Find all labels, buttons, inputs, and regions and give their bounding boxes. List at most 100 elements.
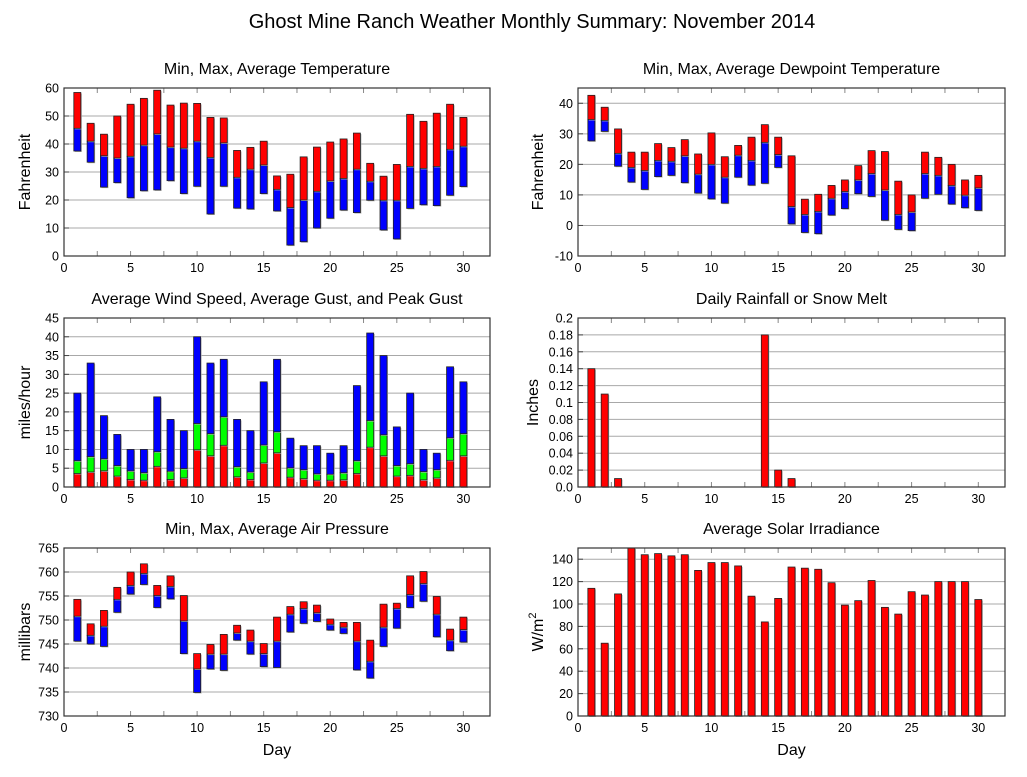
bar-segment-day-10-series-0	[707, 562, 716, 717]
bar-segment-day-4-series-0	[113, 475, 122, 488]
bar-segment-day-21-series-0	[854, 600, 863, 717]
bar-segment-day-10-series-2	[193, 336, 202, 424]
bar-segment-day-14-series-2	[246, 146, 255, 170]
y-tick-label: 730	[38, 710, 59, 724]
bar-segment-day-27-series-1	[934, 174, 943, 195]
bar-segment-day-18-series-1	[299, 469, 308, 480]
x-tick-label: 20	[323, 492, 337, 506]
bar-segment-day-16-series-2	[787, 155, 796, 207]
bar-segment-day-22-series-2	[352, 622, 361, 642]
x-tick-label: 15	[771, 721, 785, 735]
bar-segment-day-8-series-2	[166, 418, 175, 472]
bar-segment-day-15-series-2	[259, 643, 268, 655]
bar-segment-day-26-series-2	[921, 151, 929, 174]
bar-segment-day-22-series-0	[352, 473, 361, 488]
bar-segment-day-14-series-0	[760, 334, 769, 488]
y-tick-label: 0.18	[549, 328, 573, 342]
y-tick-label: 0.12	[549, 379, 573, 393]
bar-segment-day-10-series-2	[193, 653, 202, 670]
bar-segment-day-4-series-2	[113, 115, 122, 159]
bar-segment-day-11-series-2	[720, 156, 729, 178]
bar-segment-day-5-series-2	[126, 449, 135, 472]
y-tick-label: 0	[52, 481, 59, 495]
y-tick-label: 10	[45, 222, 59, 236]
bar-segment-day-26-series-1	[406, 594, 415, 608]
y-tick-label: 745	[38, 638, 59, 652]
bar-segment-day-26-series-0	[921, 594, 929, 717]
bar-segment-day-25-series-2	[907, 194, 916, 213]
plot-frame	[63, 317, 491, 488]
x-tick-label: 15	[771, 492, 785, 506]
bar-segment-day-13-series-0	[747, 595, 756, 717]
bar-segment-day-27-series-2	[934, 156, 943, 176]
y-tick-label: 10	[559, 188, 573, 202]
bar-segment-day-10-series-1	[193, 668, 202, 693]
bar-segment-day-16-series-0	[787, 566, 796, 717]
bar-segment-day-18-series-1	[299, 199, 308, 243]
bar-segment-day-29-series-1	[446, 148, 454, 196]
panel-title: Average Wind Speed, Average Gust, and Pe…	[91, 291, 463, 308]
x-tick-label: 0	[575, 261, 582, 275]
y-axis-label: Inches	[525, 379, 542, 426]
bar-segment-day-4-series-1	[113, 465, 122, 477]
bar-segment-day-2-series-2	[86, 362, 95, 457]
bar-segment-day-4-series-1	[113, 598, 122, 613]
bar-segment-day-15-series-0	[774, 598, 783, 717]
bar-segment-day-12-series-2	[734, 145, 743, 156]
bar-segment-day-23-series-1	[366, 420, 375, 448]
bar-segment-day-25-series-2	[392, 602, 401, 609]
bar-segment-day-1-series-2	[73, 598, 82, 617]
bar-segment-day-27-series-1	[419, 583, 428, 602]
bar-segment-day-24-series-0	[894, 613, 903, 717]
bar-segment-day-22-series-2	[352, 385, 361, 462]
bar-segment-day-30-series-1	[459, 145, 468, 187]
y-tick-label: -10	[555, 250, 573, 264]
bar-segment-day-24-series-0	[379, 455, 388, 488]
plot-frame	[577, 317, 1006, 488]
bar-segment-day-2-series-2	[86, 122, 95, 142]
y-tick-label: 60	[559, 642, 573, 656]
bar-segment-day-24-series-2	[379, 355, 388, 436]
bar-segment-day-24-series-2	[379, 603, 388, 628]
bar-segment-day-4-series-2	[113, 586, 122, 600]
x-tick-label: 10	[704, 492, 718, 506]
bar-segment-day-17-series-2	[800, 198, 809, 215]
bar-segment-day-30-series-0	[974, 599, 983, 717]
bar-segment-day-19-series-2	[313, 445, 321, 475]
y-tick-label: 40	[559, 665, 573, 679]
bar-segment-day-4-series-0	[627, 547, 636, 717]
x-tick-label: 5	[127, 261, 134, 275]
panel-title: Min, Max, Average Air Pressure	[165, 521, 389, 538]
bar-segment-day-1-series-1	[73, 460, 82, 474]
x-axis-label: Day	[263, 742, 291, 759]
bar-segment-day-10-series-1	[193, 423, 202, 451]
bar-segment-day-26-series-1	[406, 165, 415, 209]
x-tick-label: 10	[704, 261, 718, 275]
main-title: Ghost Mine Ranch Weather Monthly Summary…	[249, 11, 816, 33]
bar-segment-day-22-series-1	[867, 173, 876, 197]
bar-segment-day-22-series-1	[352, 460, 361, 474]
y-tick-label: 30	[45, 166, 59, 180]
bar-segment-day-18-series-2	[299, 156, 308, 201]
x-tick-label: 10	[190, 492, 204, 506]
bar-segment-day-27-series-1	[419, 167, 428, 206]
bar-segment-day-9-series-2	[179, 102, 188, 149]
x-tick-label: 25	[905, 492, 919, 506]
bar-segment-day-29-series-0	[446, 459, 454, 488]
bar-segment-day-7-series-1	[153, 133, 162, 191]
bar-segment-day-23-series-2	[366, 162, 375, 182]
y-tick-label: 735	[38, 686, 59, 700]
bar-segment-day-6-series-1	[654, 159, 662, 177]
x-tick-label: 5	[641, 721, 648, 735]
bar-segment-day-4-series-1	[627, 167, 636, 183]
bar-segment-day-23-series-2	[881, 151, 889, 191]
bar-segment-day-17-series-2	[286, 606, 295, 615]
bar-segment-day-25-series-1	[392, 608, 401, 629]
bar-segment-day-11-series-1	[206, 653, 215, 670]
bar-segment-day-8-series-1	[680, 155, 689, 184]
bar-segment-day-20-series-0	[840, 604, 849, 717]
bar-segment-day-28-series-1	[432, 165, 441, 206]
bar-segment-day-7-series-2	[153, 585, 162, 596]
bar-segment-day-2-series-2	[600, 106, 609, 121]
bar-segment-day-11-series-2	[206, 362, 215, 435]
